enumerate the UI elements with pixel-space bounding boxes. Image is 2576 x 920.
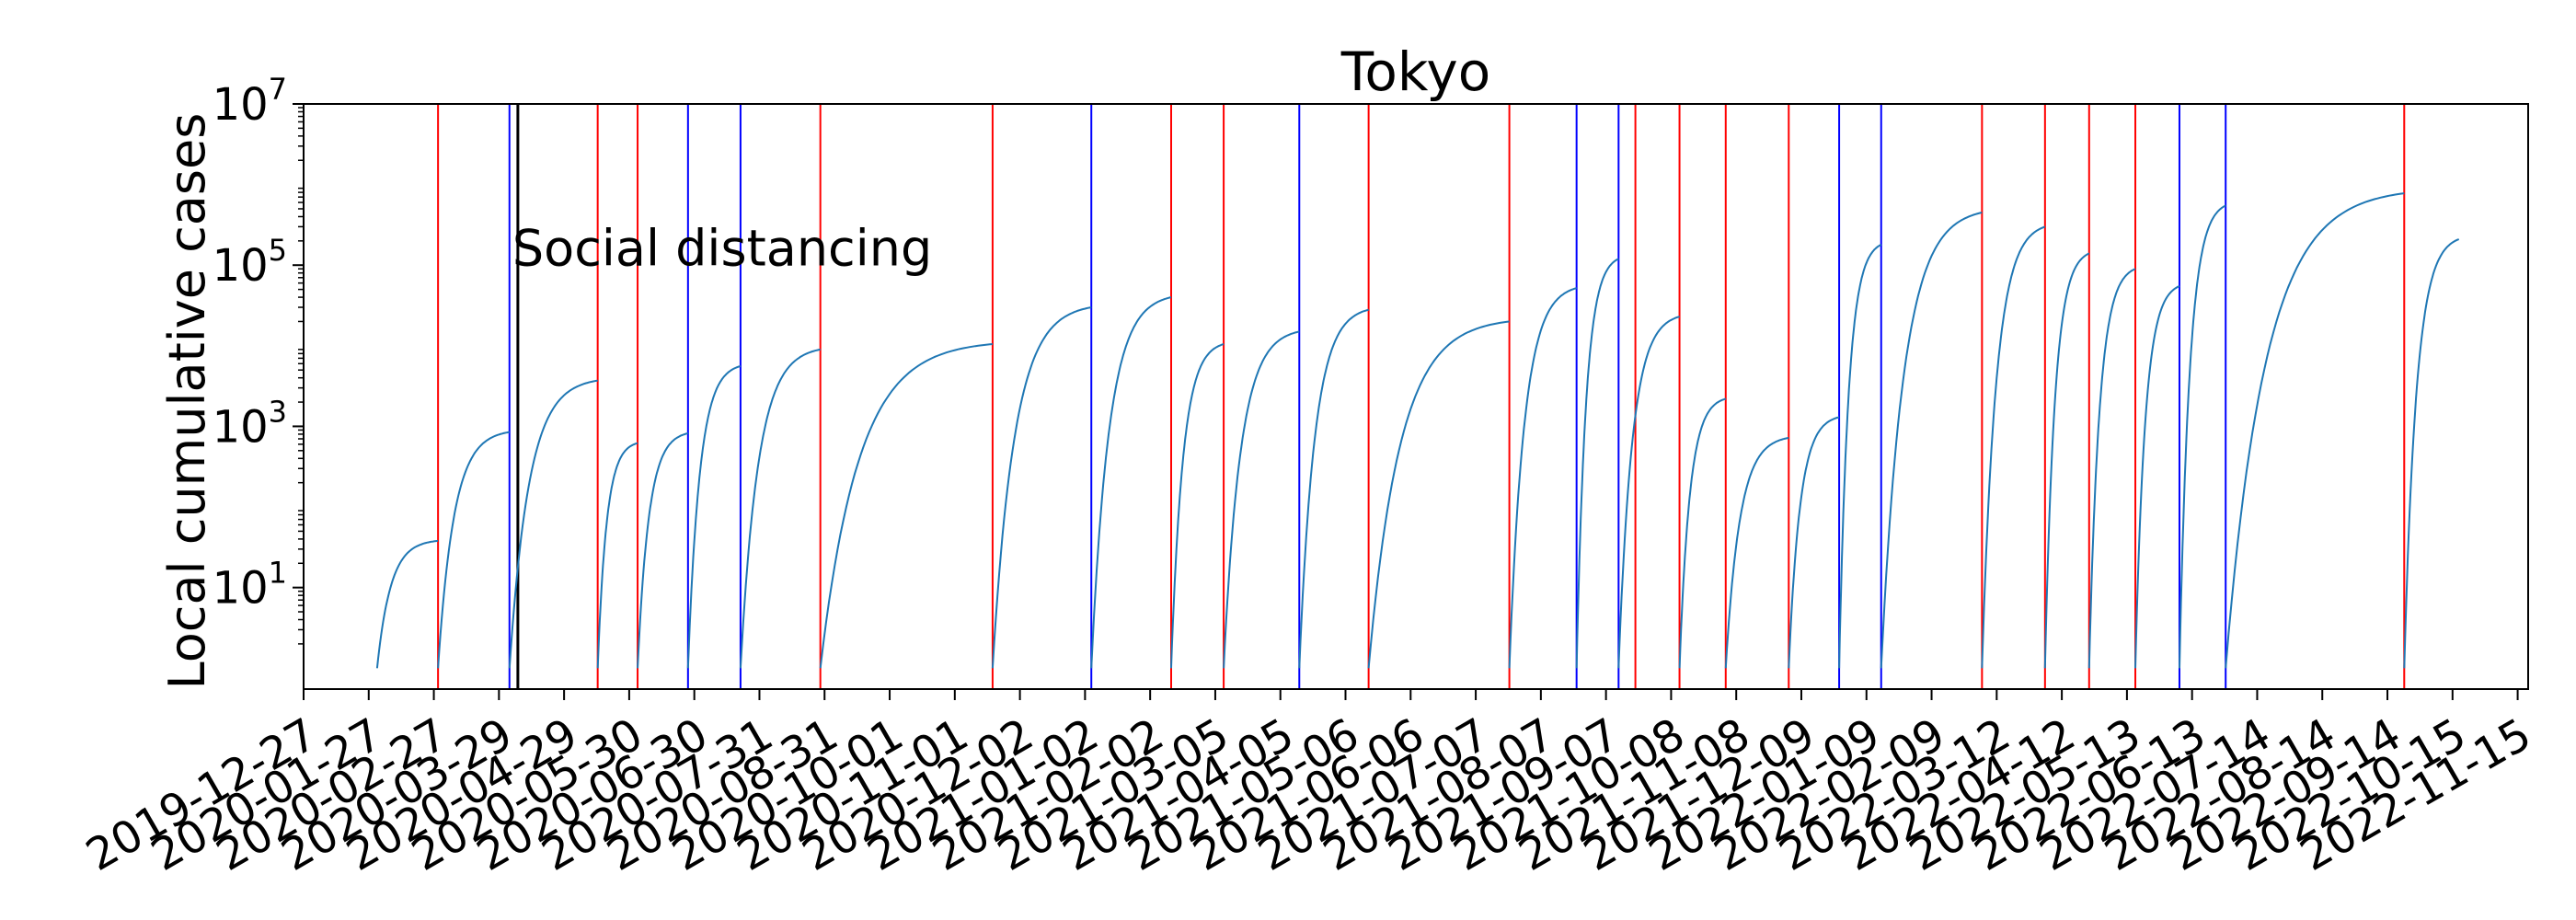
y-axis: 101 103 105 107: [213, 72, 304, 644]
curve-segment: [993, 307, 1091, 668]
event-lines: [438, 104, 2404, 689]
x-axis: 2019-12-272020-01-272020-02-272020-03-29…: [77, 689, 2539, 881]
curve-segment: [2179, 205, 2225, 668]
curve-segment: [1299, 310, 1368, 669]
y-tick-label: 105: [213, 233, 287, 292]
curve-segment: [1726, 438, 1789, 668]
curve-segment: [1510, 288, 1577, 668]
y-tick-label: 101: [213, 556, 287, 615]
y-axis-label: Local cumulative cases: [158, 113, 216, 690]
curve-segment: [1091, 297, 1171, 668]
curve-segment: [1982, 226, 2045, 668]
curve-segment: [741, 350, 821, 669]
curve-segment: [1224, 331, 1299, 668]
curve-segment: [1680, 398, 1726, 668]
social-distancing-annotation: Social distancing: [512, 219, 932, 277]
curve-segment: [1171, 344, 1224, 668]
curve-segment: [1369, 322, 1510, 669]
y-tick-label: 103: [213, 394, 287, 453]
curve-segment: [2135, 286, 2179, 668]
curve-segment: [438, 432, 510, 669]
curve-segment: [1839, 245, 1881, 668]
curve-segment: [2404, 239, 2458, 668]
curve-segment: [688, 366, 741, 668]
curve-segment: [2045, 253, 2089, 668]
y-tick-label: 107: [213, 72, 287, 131]
curve-segment: [598, 443, 638, 669]
curve-segment: [821, 344, 993, 668]
chart-title: Tokyo: [1340, 40, 1490, 103]
curve-segment: [1788, 417, 1839, 668]
curve-segment: [510, 381, 598, 669]
curve-segment: [377, 541, 438, 668]
curve-segment: [2089, 269, 2135, 668]
curve-segment: [2225, 193, 2404, 668]
curve-segment: [1618, 316, 1679, 668]
curve-segment: [638, 433, 688, 668]
curve-segment: [1577, 259, 1619, 668]
curve-segment: [1881, 213, 1983, 668]
